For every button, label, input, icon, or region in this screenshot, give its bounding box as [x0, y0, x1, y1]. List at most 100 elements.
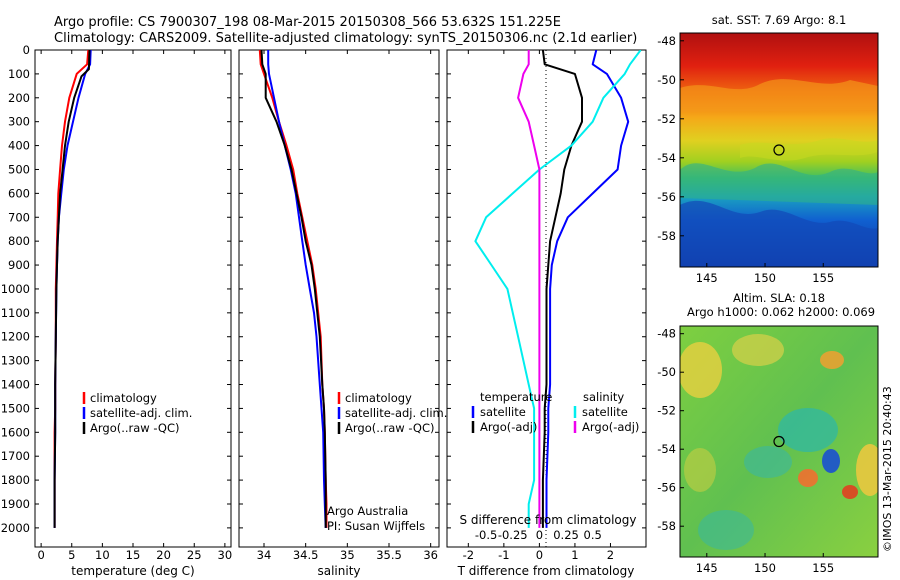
depth-tick-label: 2000: [1, 521, 30, 535]
legend-argo-label: Argo(..raw -QC): [345, 421, 435, 435]
x-tick-label: 10: [95, 548, 110, 562]
sla-cyan-patch: [744, 446, 792, 478]
legend-temp-sat-label: satellite: [480, 405, 526, 419]
temperature-xlabel: temperature (deg C): [71, 564, 194, 578]
difference-x2label: S difference from climatology: [460, 513, 637, 527]
salinity-lines: [258, 50, 328, 528]
series-line: [258, 50, 328, 528]
sla-yellow-patch: [856, 444, 878, 496]
sla-map-title-line2: Argo h1000: 0.062 h2000: 0.069: [687, 305, 875, 319]
salinity-panel: 34 34.5 35 35.5 36 salinity climatology sate…: [238, 49, 447, 578]
sla-map-title-line1: Altim. SLA: 0.18: [733, 291, 825, 305]
difference-panel: -2 -1 0 1 2 -0.5 -0.25 0 0.25 0.5 S difference fr…: [446, 49, 647, 578]
legend-sal-title: salinity: [583, 390, 624, 404]
legend-argo-label: Argo(..raw -QC): [90, 421, 180, 435]
x2-tick-label: 0.5: [584, 528, 602, 542]
salinity-axes-frame: [238, 49, 440, 548]
temperature-ticks: 0100200300400500600700800900100011001200…: [1, 43, 232, 562]
sla-map-field: [680, 326, 878, 557]
series-line: [545, 50, 630, 528]
map-y-tick-label: -54: [657, 151, 676, 165]
x2-tick-label: -0.5: [475, 528, 497, 542]
depth-tick-label: 1900: [1, 497, 30, 511]
sst-map-title: sat. SST: 7.69 Argo: 8.1: [712, 13, 847, 27]
sst-front-green: [680, 163, 878, 205]
salinity-ticks: 34 34.5 35 35.5 36: [239, 49, 439, 562]
map-y-tick-label: -58: [657, 229, 676, 243]
map-y-tick-label: -54: [657, 442, 676, 456]
x-tick-label: 2: [607, 548, 614, 562]
legend-temp-argo-label: Argo(-adj): [480, 420, 537, 434]
map-y-tick-label: -48: [657, 327, 676, 341]
sst-front-warm: [680, 79, 878, 112]
series-line: [267, 50, 327, 528]
legend-clim-label: climatology: [345, 391, 412, 405]
x2-tick-label: 0: [536, 528, 543, 542]
temperature-panel: 0100200300400500600700800900100011001200…: [1, 43, 232, 578]
sla-cyan-patch: [698, 510, 754, 550]
sst-warm-streak: [740, 138, 878, 161]
map-y-tick-label: -52: [657, 112, 676, 126]
x-tick-label: 25: [187, 548, 202, 562]
depth-tick-label: 1700: [1, 449, 30, 463]
x-tick-label: 5: [68, 548, 75, 562]
x-tick-label: -1: [498, 548, 509, 562]
depth-tick-label: 400: [8, 139, 30, 153]
depth-tick-label: 500: [8, 162, 30, 176]
depth-tick-label: 1600: [1, 425, 30, 439]
sla-map-panel: Altim. SLA: 0.18 Argo h1000: 0.062 h2000…: [657, 291, 879, 575]
map-y-tick-label: -48: [657, 34, 676, 48]
sst-map-field: [680, 33, 878, 267]
map-x-tick-label: 145: [696, 271, 718, 285]
sla-orange-patch: [798, 469, 818, 487]
x-tick-label: 35.5: [376, 548, 402, 562]
depth-tick-label: 0: [23, 43, 30, 57]
depth-tick-label: 700: [8, 210, 30, 224]
sst-float-marker: [773, 144, 785, 156]
series-line: [53, 50, 92, 528]
series-line: [474, 50, 642, 528]
x-tick-label: 20: [156, 548, 171, 562]
imos-credit: ©IMOS 13-Mar-2015 20:40:43: [881, 386, 894, 552]
depth-tick-label: 1400: [1, 378, 30, 392]
legend-temp-title: temperature: [480, 390, 552, 404]
legend-sat-label: satellite-adj. clim.: [345, 406, 447, 420]
depth-tick-label: 1000: [1, 282, 30, 296]
legend-sal-sat-label: satellite: [582, 405, 628, 419]
header-line2: Climatology: CARS2009. Satellite-adjuste…: [54, 31, 637, 46]
difference-xlabel: T difference from climatology: [457, 564, 635, 578]
series-line: [517, 50, 541, 528]
series-line: [541, 50, 583, 528]
legend-sat-label: satellite-adj. clim.: [90, 406, 192, 420]
sla-yellow-patch: [680, 342, 722, 398]
temperature-legend: climatology satellite-adj. clim. Argo(..…: [82, 391, 192, 435]
sla-map-frame: [679, 325, 879, 558]
sst-map-ticks: 145 150 155 -48 -50 -52 -54 -56 -58: [657, 34, 834, 285]
x2-tick-label: 0.25: [553, 528, 579, 542]
depth-tick-label: 900: [8, 258, 30, 272]
difference-ticks: -2 -1 0 1 2 -0.5 -0.25 0 0.25 0.5: [447, 49, 646, 562]
map-y-tick-label: -56: [657, 190, 676, 204]
salinity-xlabel: salinity: [317, 564, 360, 578]
map-y-tick-label: -50: [657, 73, 676, 87]
depth-tick-label: 1100: [1, 306, 30, 320]
map-y-tick-label: -56: [657, 481, 676, 495]
sla-yellow-patch: [684, 448, 716, 492]
depth-tick-label: 1800: [1, 473, 30, 487]
x-tick-label: 1: [571, 548, 578, 562]
sst-map-panel: sat. SST: 7.69 Argo: 8.1 145 150 155 -48 -50…: [657, 13, 879, 285]
x2-tick-label: -0.25: [498, 528, 528, 542]
series-line: [53, 50, 91, 528]
x-tick-label: 30: [218, 548, 233, 562]
map-y-tick-label: -58: [657, 519, 676, 533]
difference-legend: temperature satellite Argo(-adj) salinit…: [471, 390, 639, 434]
depth-tick-label: 1500: [1, 401, 30, 415]
sla-blue-patch: [822, 449, 840, 473]
depth-tick-label: 1200: [1, 330, 30, 344]
sla-cyan-patch: [778, 408, 838, 452]
map-y-tick-label: -50: [657, 365, 676, 379]
difference-lines: [474, 50, 642, 528]
x-tick-label: 35: [340, 548, 355, 562]
x-tick-label: 36: [423, 548, 438, 562]
